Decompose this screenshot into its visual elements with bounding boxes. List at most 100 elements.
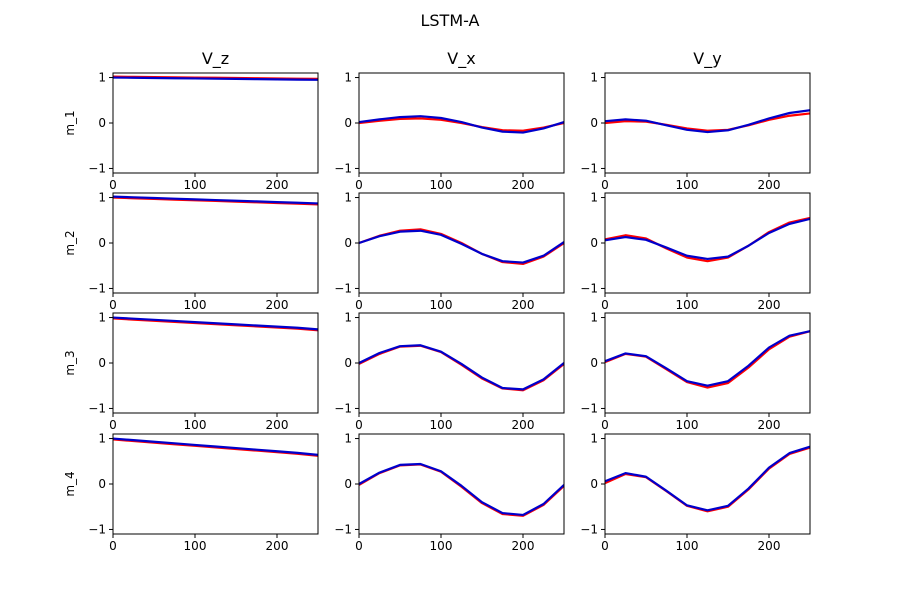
x-tick-label: 100	[184, 178, 207, 192]
y-tick-label: −1	[580, 522, 598, 536]
y-tick-label: 1	[98, 191, 106, 205]
blue-series-line	[359, 229, 564, 264]
blue-series-line	[113, 195, 318, 205]
x-tick-label: 0	[355, 418, 363, 432]
axes-frame	[604, 192, 811, 294]
y-tick-label: 0	[98, 116, 106, 130]
x-tick-label: 100	[430, 178, 453, 192]
y-tick-label: 0	[344, 236, 352, 250]
blue-series-line	[605, 217, 810, 261]
x-tick-label: 200	[266, 418, 289, 432]
axes-frame	[604, 72, 811, 174]
y-tick-label: 1	[344, 191, 352, 205]
y-tick-label: −1	[88, 401, 106, 415]
x-tick-label: 200	[512, 178, 535, 192]
x-tick-label: 0	[601, 418, 609, 432]
x-tick-label: 200	[512, 539, 535, 553]
x-tick-label: 0	[109, 178, 117, 192]
x-tick-label: 100	[430, 418, 453, 432]
y-tick-label: 0	[344, 356, 352, 370]
x-tick-label: 200	[266, 178, 289, 192]
axes-frame	[604, 312, 811, 414]
blue-series-line	[605, 330, 810, 387]
red-series-line	[605, 112, 810, 132]
x-tick-label: 0	[109, 418, 117, 432]
row-label: m_1	[63, 110, 77, 135]
blue-series-line	[605, 445, 810, 512]
subplot-panel: 0 100 200−101	[88, 311, 319, 432]
x-tick-label: 100	[184, 539, 207, 553]
subplot-panel: 0 100 200−101	[334, 432, 565, 553]
y-tick-label: 1	[344, 71, 352, 85]
y-tick-label: −1	[334, 401, 352, 415]
x-tick-label: 0	[601, 178, 609, 192]
red-series-line	[605, 446, 810, 513]
subplot-panel: 0 100 200−101	[88, 191, 319, 312]
red-series-line	[359, 463, 564, 517]
y-tick-label: −1	[88, 161, 106, 175]
y-tick-label: 1	[98, 432, 106, 446]
x-tick-label: 100	[430, 539, 453, 553]
x-tick-label: 100	[676, 298, 699, 312]
blue-series-line	[359, 462, 564, 517]
subplot-panel: 0 100 200−101	[334, 311, 565, 432]
x-tick-label: 0	[109, 539, 117, 553]
subplot-panel: 0 100 200−101	[88, 71, 319, 192]
y-tick-label: −1	[334, 522, 352, 536]
y-tick-label: 1	[344, 311, 352, 325]
x-tick-label: 200	[758, 418, 781, 432]
y-tick-label: 0	[590, 477, 598, 491]
subplot-panel: 0 100 200−101	[334, 191, 565, 312]
y-tick-label: −1	[88, 522, 106, 536]
y-tick-label: 0	[98, 236, 106, 250]
x-tick-label: 100	[184, 418, 207, 432]
y-tick-label: −1	[580, 161, 598, 175]
red-series-line	[359, 117, 564, 132]
blue-series-line	[605, 109, 810, 134]
y-tick-label: 1	[98, 311, 106, 325]
x-tick-label: 0	[355, 298, 363, 312]
y-tick-label: 1	[590, 191, 598, 205]
blue-series-line	[113, 76, 318, 81]
x-tick-label: 200	[512, 418, 535, 432]
column-title: V_x	[447, 49, 475, 69]
axes-frame	[604, 433, 811, 535]
y-tick-label: 0	[590, 356, 598, 370]
row-label: m_4	[63, 471, 77, 496]
y-tick-label: 0	[98, 477, 106, 491]
y-tick-label: 1	[590, 432, 598, 446]
y-tick-label: 0	[590, 116, 598, 130]
x-tick-label: 100	[676, 539, 699, 553]
y-tick-label: 0	[344, 477, 352, 491]
blue-series-line	[113, 316, 318, 331]
x-tick-label: 100	[430, 298, 453, 312]
x-tick-label: 200	[758, 539, 781, 553]
x-tick-label: 0	[601, 298, 609, 312]
subplot-panel: 0 100 200−101	[580, 191, 811, 312]
y-tick-label: 0	[590, 236, 598, 250]
y-tick-label: 1	[344, 432, 352, 446]
column-title: V_y	[693, 49, 721, 69]
x-tick-label: 200	[758, 298, 781, 312]
x-tick-label: 100	[184, 298, 207, 312]
axes-frame	[112, 72, 319, 174]
column-title: V_z	[202, 49, 229, 69]
subplot-panel: 0 100 200−101	[580, 432, 811, 553]
row-label: m_2	[63, 230, 77, 255]
subplot-panel: 0 100 200−101	[580, 71, 811, 192]
x-tick-label: 0	[601, 539, 609, 553]
axes-frame	[358, 433, 565, 535]
x-tick-label: 100	[676, 418, 699, 432]
x-tick-label: 200	[266, 298, 289, 312]
y-tick-label: −1	[88, 281, 106, 295]
x-tick-label: 100	[676, 178, 699, 192]
y-tick-label: 0	[98, 356, 106, 370]
x-tick-label: 0	[109, 298, 117, 312]
x-tick-label: 200	[266, 539, 289, 553]
x-tick-label: 200	[758, 178, 781, 192]
y-tick-label: −1	[580, 401, 598, 415]
blue-series-line	[359, 115, 564, 134]
subplot-panel: 0 100 200−101	[580, 311, 811, 432]
